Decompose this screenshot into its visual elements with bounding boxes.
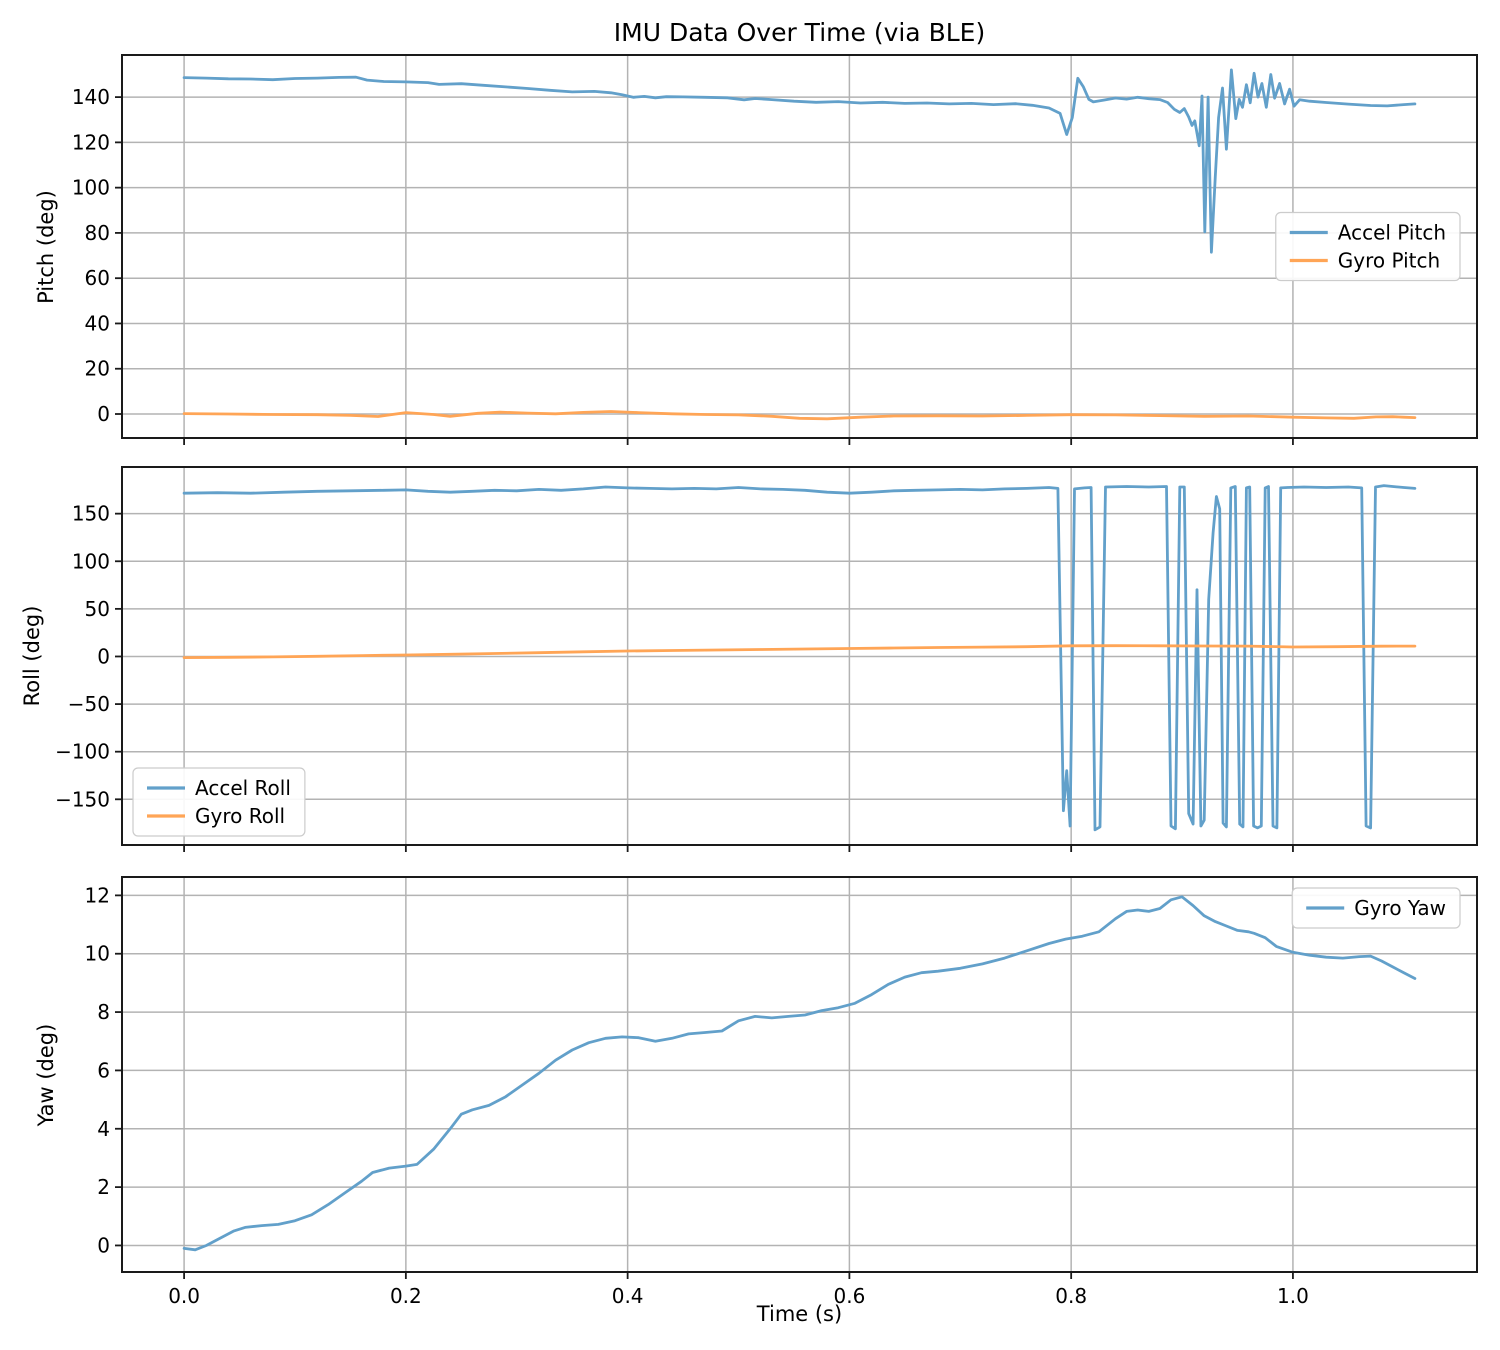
y-tick-label: −150 [55,787,110,811]
y-tick-label: 0 [97,644,110,668]
y-tick-label: 0 [97,402,110,426]
legend-box [1275,211,1461,282]
y-tick-label: 0 [97,1233,110,1257]
legend-box [132,767,306,837]
y-tick-label: 100 [72,549,110,573]
y-tick-label: 50 [85,597,110,621]
legend-entry-label: Gyro Pitch [1338,249,1440,273]
legend: Accel Roll Gyro Roll [132,767,306,837]
legend: Accel Pitch Gyro Pitch [1275,211,1461,282]
x-tick-label: 0.0 [168,1284,200,1308]
legend-entry-label: Accel Pitch [1338,221,1446,245]
x-tick-label: 1.0 [1277,1284,1309,1308]
plot-border [121,466,1478,846]
y-tick-label: −100 [55,740,110,764]
y-tick-label: 20 [85,357,110,381]
figure-title: IMU Data Over Time (via BLE) [613,18,986,47]
plot-border [121,54,1478,439]
legend-entry-label: Accel Roll [195,776,291,800]
y-tick-label: −50 [68,692,110,716]
gyro-roll-line [182,644,1417,659]
plot-border [121,876,1478,1273]
y-tick-label: 120 [72,130,110,154]
y-tick-label: 10 [85,942,110,966]
legend-box [1291,887,1461,929]
y-tick-label: 6 [97,1058,110,1082]
y-tick-label: 60 [85,266,110,290]
x-tick-label: 0.8 [1055,1284,1087,1308]
y-tick-label: 150 [72,502,110,526]
roll-subplot: −150 −100 −50 0 50 100 150 Accel Roll Gyro Roll [55,466,1478,852]
y-tick-label: 2 [97,1175,110,1199]
x-tick-label: 0.6 [833,1284,865,1308]
y-tick-label: 4 [97,1117,110,1141]
y-tick-label: 80 [85,221,110,245]
gyro-pitch-line [182,410,1417,421]
y-tick-label: 12 [85,883,110,907]
time-axis-label: Time (s) [756,1302,843,1326]
legend-entry-label: Gyro Roll [195,804,285,828]
pitch-subplot: 0 20 40 60 80 100 120 140 Accel Pitch Gyro Pitch [72,54,1478,445]
legend-entry-label: Gyro Yaw [1354,896,1446,920]
y-tick-label: 40 [85,311,110,335]
accel-roll-line [182,484,1417,832]
gyro-yaw-line [182,895,1417,1252]
y-tick-label: 8 [97,1000,110,1024]
x-tick-label: 0.2 [390,1284,422,1308]
accel-pitch-line [182,68,1417,254]
y-tick-label: 100 [72,176,110,200]
x-tick-label: 0.4 [612,1284,644,1308]
y-tick-label: 140 [72,85,110,109]
legend: Gyro Yaw [1291,887,1461,929]
yaw-subplot: 0 2 4 6 8 10 12 0.0 0.2 0.4 0.6 0.8 1.0 Gyro Yaw [85,876,1478,1308]
